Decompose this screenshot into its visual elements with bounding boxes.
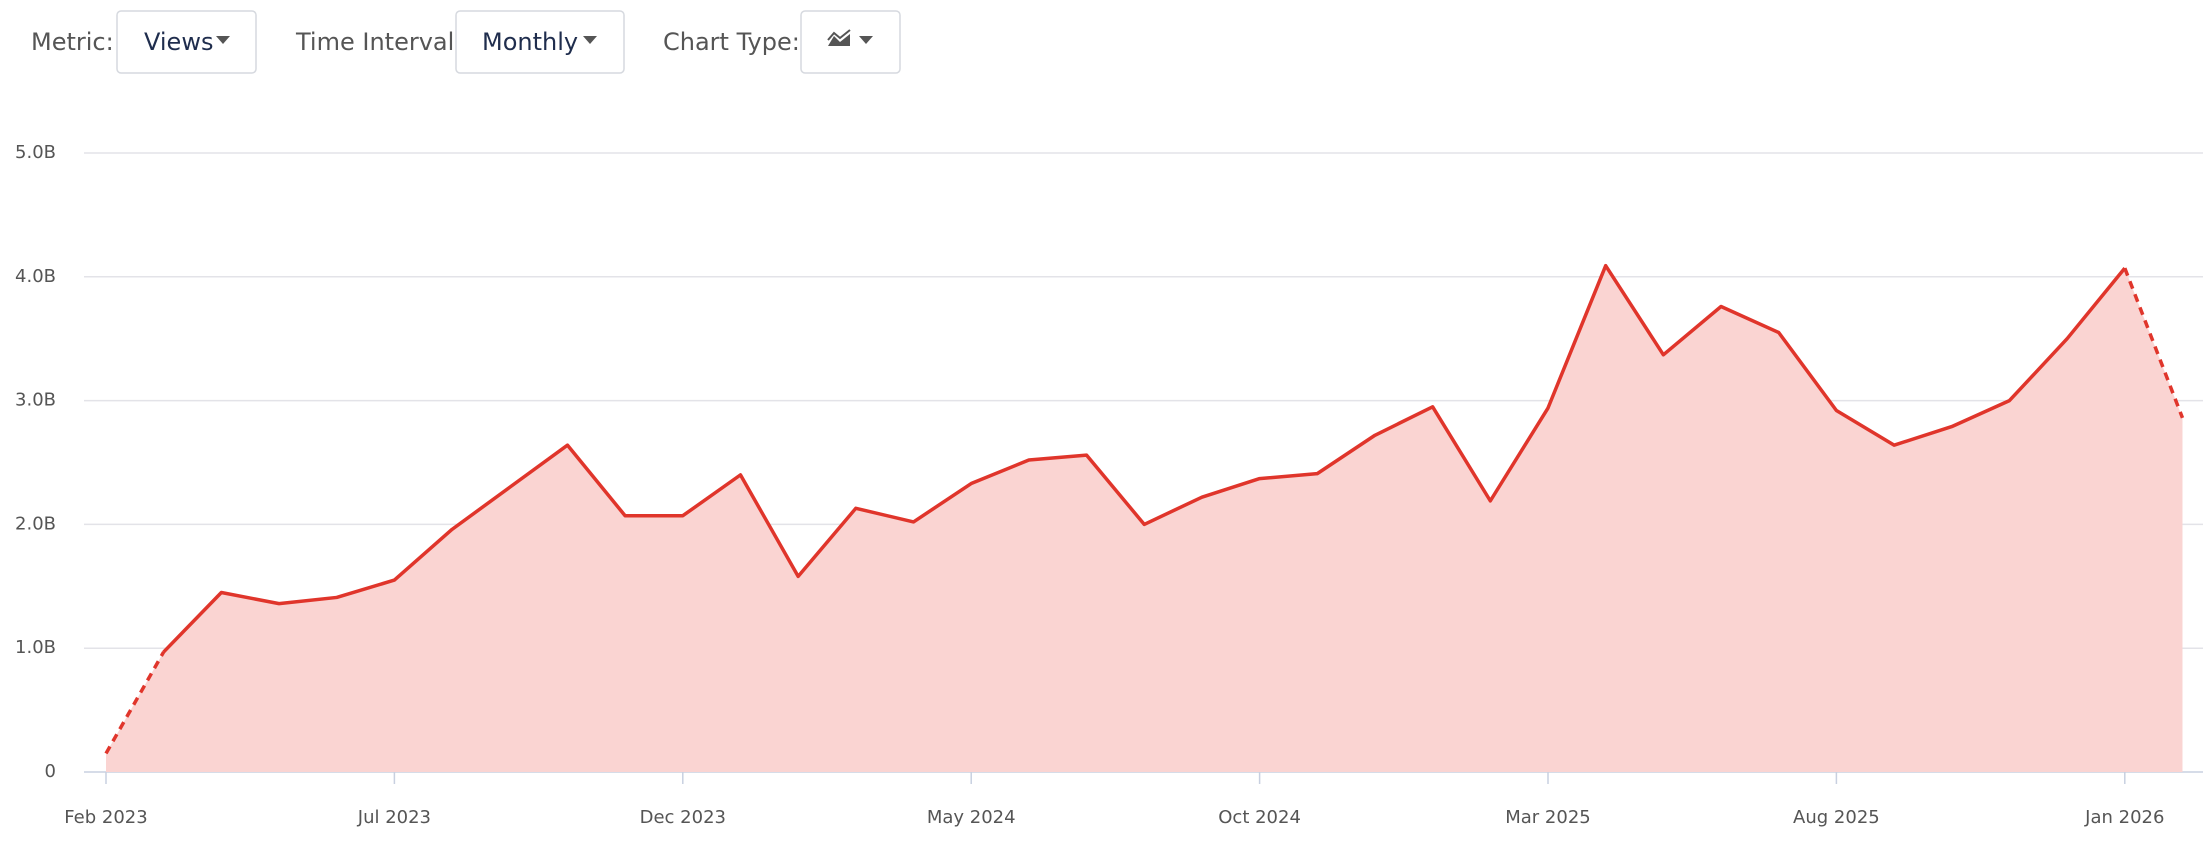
x-tick-label: May 2024 [927,807,1016,828]
y-tick-label: 5.0B [15,142,56,163]
dropdown-box[interactable] [800,10,901,74]
line [162,263,2127,654]
chart-type-label: Chart Type: [663,28,800,56]
caret[interactable] [583,36,597,44]
line [2123,267,2185,419]
area-icon[interactable] [828,34,850,46]
chart-type-dropdown[interactable] [800,10,901,74]
dropdown-box[interactable] [116,10,257,74]
interval-label: Time Interval: [295,28,462,56]
x-tick-label: Jan 2026 [2084,807,2164,828]
interval-dropdown[interactable]: Monthly [455,10,625,74]
metric-value[interactable]: Views [144,28,213,56]
caret[interactable] [859,36,873,44]
x-tick-label: Aug 2025 [1793,807,1880,828]
area-icon[interactable] [827,29,851,41]
x-tick-label: Jul 2023 [357,807,431,828]
dropdown-box[interactable] [455,10,625,74]
y-tick-label: 0 [45,761,56,782]
interval-value[interactable]: Monthly [482,28,578,56]
area-fill [106,265,2183,772]
metric-label: Metric: [31,28,114,56]
x-tick-label: Mar 2025 [1505,807,1591,828]
y-tick-label: 2.0B [15,513,56,534]
line [104,651,166,755]
x-tick-label: Dec 2023 [640,807,726,828]
x-tick-label: Feb 2023 [64,807,147,828]
x-tick-label: Oct 2024 [1218,807,1301,828]
y-tick-label: 3.0B [15,390,56,411]
metric-dropdown[interactable]: Views [116,10,257,74]
y-tick-label: 4.0B [15,266,56,287]
caret[interactable] [216,36,230,44]
y-tick-label: 1.0B [15,637,56,658]
